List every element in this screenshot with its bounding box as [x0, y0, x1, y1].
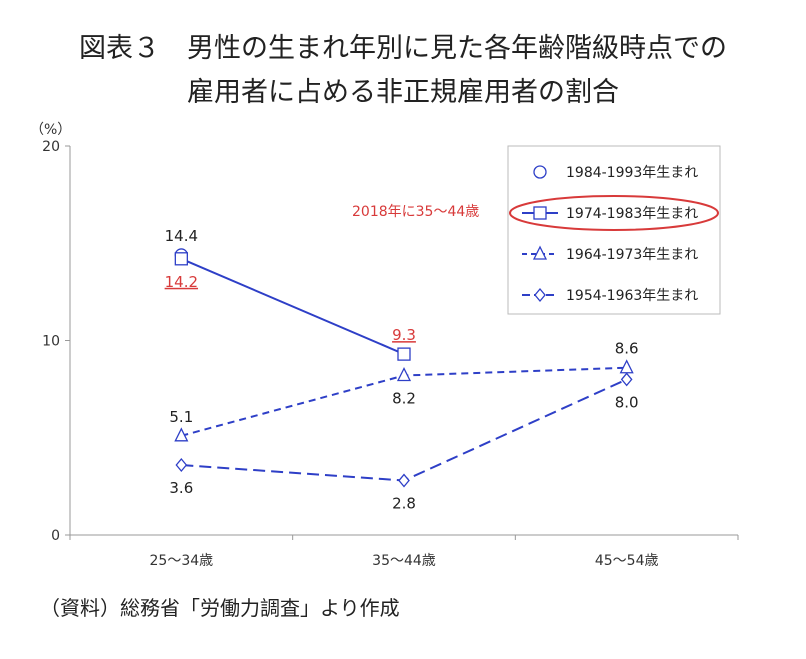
y-axis-label: （%） [30, 122, 71, 138]
legend-label: 1974-1983年生まれ [566, 206, 698, 222]
data-label: 8.0 [615, 393, 639, 411]
legend-marker [533, 206, 547, 220]
legend-marker [533, 165, 547, 179]
annotation-text: 2018年に35～44歳 [352, 204, 479, 220]
data-label: 9.3 [392, 326, 416, 344]
y-tick-label: 10 [42, 334, 60, 350]
data-point-marker [619, 359, 634, 374]
data-point-marker [398, 473, 410, 488]
y-tick-label: 20 [42, 139, 60, 155]
legend-label: 1964-1973年生まれ [566, 247, 698, 263]
data-point-marker [174, 427, 189, 442]
data-point-marker [174, 252, 188, 266]
y-tick-label: 0 [51, 528, 60, 544]
series-line-1 [180, 257, 405, 356]
data-point-marker [397, 347, 411, 361]
chart-title-line2: 雇用者に占める非正規雇用者の割合 [187, 77, 619, 108]
data-label: 5.1 [169, 408, 193, 426]
data-label: 14.2 [165, 273, 198, 291]
source-note: （資料）総務省「労働力調査」より作成 [40, 596, 400, 620]
data-label: 2.8 [392, 495, 416, 513]
highlight-ellipse [509, 195, 719, 231]
legend-marker [534, 287, 546, 303]
data-label: 14.4 [165, 227, 198, 245]
x-tick-label: 35～44歳 [372, 553, 436, 569]
x-tick-label: 25～34歳 [150, 553, 214, 569]
x-tick-label: 45～54歳 [595, 553, 659, 569]
data-point-marker [620, 372, 633, 387]
data-label: 8.2 [392, 390, 416, 408]
data-point-marker [396, 367, 412, 382]
legend-label: 1984-1993年生まれ [566, 165, 698, 181]
data-point-marker [175, 457, 188, 472]
data-label: 3.6 [169, 479, 193, 497]
legend-marker [532, 245, 548, 260]
data-label: 8.6 [615, 340, 639, 358]
chart-title-line1: 図表３ 男性の生まれ年別に見た各年齢階級時点での [79, 33, 727, 64]
legend-label: 1954-1963年生まれ [566, 288, 698, 304]
